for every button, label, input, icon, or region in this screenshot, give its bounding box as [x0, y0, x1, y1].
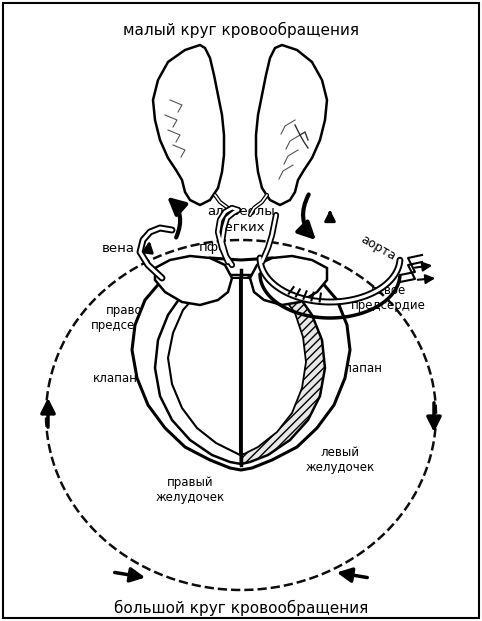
Text: клапан: клапан: [337, 361, 382, 374]
Text: альвеолы
легких: альвеолы легких: [207, 205, 275, 234]
Text: правый
желудочек: правый желудочек: [155, 476, 225, 504]
Text: правое
предсердие: правое предсердие: [91, 304, 165, 332]
Polygon shape: [242, 278, 306, 454]
Text: левое
предсердие: левое предсердие: [350, 284, 426, 312]
Polygon shape: [256, 45, 327, 205]
Polygon shape: [155, 275, 241, 464]
Polygon shape: [168, 278, 240, 455]
Text: малый круг кровообращения: малый круг кровообращения: [123, 22, 359, 38]
Polygon shape: [250, 256, 327, 305]
Polygon shape: [241, 275, 325, 464]
Polygon shape: [155, 256, 232, 305]
Text: левый
желудочек: левый желудочек: [306, 446, 375, 474]
Polygon shape: [132, 258, 350, 470]
Text: клапан: клапан: [93, 371, 137, 384]
Text: вена: вена: [102, 242, 134, 255]
Text: пфо: пфо: [199, 242, 227, 255]
Polygon shape: [153, 45, 224, 205]
Text: большой круг кровообращения: большой круг кровообращения: [114, 600, 368, 616]
Text: аорта: аорта: [358, 233, 398, 263]
